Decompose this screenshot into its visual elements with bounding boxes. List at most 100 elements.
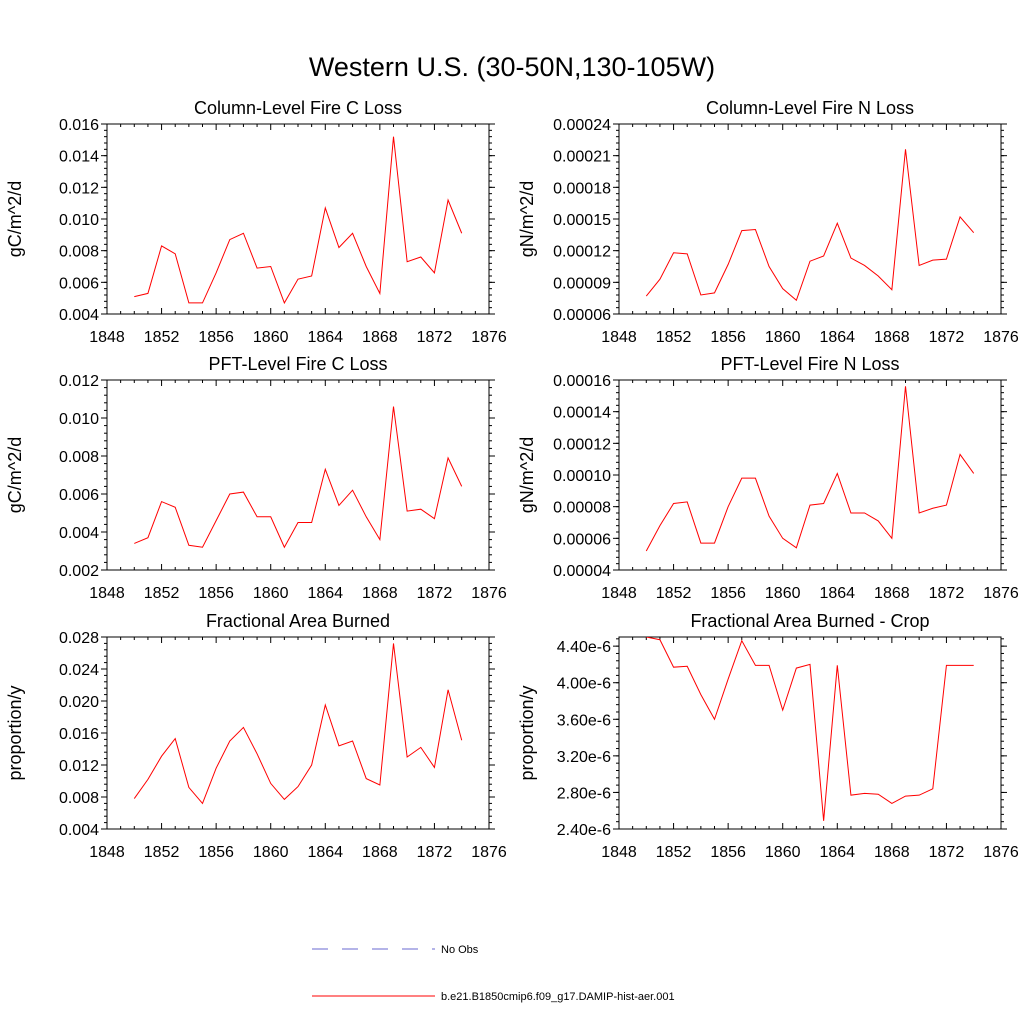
- x-tick-label: 1868: [362, 844, 398, 861]
- y-tick-label: 0.00008: [553, 500, 611, 517]
- y-tick-label: 0.00009: [553, 275, 611, 292]
- x-tick-label: 1860: [253, 844, 289, 861]
- y-tick-label: 0.006: [59, 275, 99, 292]
- y-tick-label: 0.00021: [553, 149, 611, 166]
- y-tick-label: 0.014: [59, 149, 99, 166]
- x-tick-label: 1864: [819, 585, 855, 602]
- y-axis-label: gC/m^2/d: [5, 181, 25, 257]
- y-tick-label: 2.40e-6: [557, 822, 611, 839]
- plot-frame: [106, 123, 490, 315]
- series-line: [134, 136, 463, 305]
- legend: No Obs b.e21.B1850cmip6.f09_g17.DAMIP-hi…: [312, 944, 675, 1003]
- x-tick-label: 1872: [929, 329, 965, 346]
- y-tick-label: 0.010: [59, 212, 99, 229]
- panel-title: Column-Level Fire C Loss: [194, 98, 402, 118]
- x-tick-label: 1864: [307, 329, 343, 346]
- y-axis-label: gC/m^2/d: [5, 437, 25, 513]
- panel-fractional-area-burned-crop: Fractional Area Burned - Crop 1848 1852 185…: [517, 611, 1019, 861]
- panels: Column-Level Fire C Loss 1848 1852 1856 1860…: [5, 98, 1019, 861]
- panel-fractional-area-burned: Fractional Area Burned 1848 1852 1856 1860 18…: [5, 611, 507, 861]
- x-tick-label: 1856: [710, 585, 746, 602]
- x-tick-label: 1868: [874, 585, 910, 602]
- panel-pft-level-fire-n-loss: PFT-Level Fire N Loss 1848 1852 1856 1860 186…: [517, 354, 1019, 602]
- x-tick-label: 1856: [198, 329, 234, 346]
- y-tick-label: 0.008: [59, 790, 99, 807]
- plot-frame: [106, 636, 490, 830]
- y-tick-label: 0.00004: [553, 563, 611, 580]
- legend-label-no-obs: No Obs: [441, 944, 479, 956]
- y-tick-label: 0.00006: [553, 531, 611, 548]
- plot-frame: [618, 379, 1002, 571]
- series-line: [645, 149, 975, 302]
- y-tick-label: 2.80e-6: [557, 785, 611, 802]
- x-tick-label: 1848: [89, 585, 125, 602]
- y-tick-label: 0.008: [59, 449, 99, 466]
- x-tick-label: 1868: [874, 329, 910, 346]
- x-tick-label: 1860: [253, 585, 289, 602]
- y-tick-label: 0.00012: [553, 244, 611, 261]
- y-tick-label: 3.60e-6: [557, 712, 611, 729]
- y-axis-label: proportion/y: [517, 685, 537, 780]
- y-axis-label: gN/m^2/d: [517, 181, 537, 257]
- x-tick-label: 1860: [253, 329, 289, 346]
- x-tick-label: 1864: [819, 844, 855, 861]
- legend-label-model: b.e21.B1850cmip6.f09_g17.DAMIP-hist-aer.…: [441, 991, 675, 1003]
- panel-title: Fractional Area Burned: [206, 611, 390, 631]
- x-tick-label: 1868: [362, 329, 398, 346]
- x-tick-label: 1872: [417, 844, 453, 861]
- x-tick-label: 1848: [89, 844, 125, 861]
- x-tick-label: 1864: [819, 329, 855, 346]
- x-tick-label: 1848: [601, 329, 637, 346]
- x-tick-label: 1856: [710, 329, 746, 346]
- y-tick-label: 0.00006: [553, 307, 611, 324]
- x-tick-label: 1852: [656, 329, 692, 346]
- y-tick-label: 0.020: [59, 694, 99, 711]
- x-tick-label: 1868: [362, 585, 398, 602]
- x-tick-label: 1852: [656, 844, 692, 861]
- x-tick-label: 1872: [929, 585, 965, 602]
- y-tick-label: 0.006: [59, 487, 99, 504]
- panel-title: PFT-Level Fire C Loss: [208, 354, 387, 374]
- x-tick-label: 1852: [144, 585, 180, 602]
- y-tick-label: 0.00016: [553, 373, 611, 390]
- y-tick-label: 0.016: [59, 117, 99, 134]
- x-tick-label: 1848: [601, 585, 637, 602]
- figure-title: Western U.S. (30-50N,130-105W): [309, 52, 715, 82]
- y-tick-label: 0.008: [59, 244, 99, 261]
- y-tick-label: 0.010: [59, 411, 99, 428]
- y-tick-label: 0.00024: [553, 117, 611, 134]
- y-tick-label: 0.00010: [553, 468, 611, 485]
- x-tick-label: 1872: [417, 329, 453, 346]
- x-tick-label: 1852: [144, 844, 180, 861]
- y-axis-label: gN/m^2/d: [517, 437, 537, 513]
- y-tick-label: 0.012: [59, 373, 99, 390]
- panel-title: PFT-Level Fire N Loss: [720, 354, 899, 374]
- series-line: [133, 643, 463, 805]
- x-tick-label: 1876: [471, 844, 507, 861]
- y-tick-label: 3.20e-6: [557, 749, 611, 766]
- x-tick-label: 1864: [307, 585, 343, 602]
- series-line: [134, 406, 463, 549]
- y-tick-label: 0.004: [59, 822, 99, 839]
- x-tick-label: 1860: [765, 329, 801, 346]
- series-line: [646, 637, 974, 821]
- x-tick-label: 1848: [89, 329, 125, 346]
- x-tick-label: 1876: [471, 329, 507, 346]
- y-tick-label: 0.028: [59, 630, 99, 647]
- x-tick-label: 1864: [307, 844, 343, 861]
- y-tick-label: 4.40e-6: [557, 639, 611, 656]
- x-tick-label: 1876: [983, 329, 1019, 346]
- x-tick-label: 1848: [601, 844, 637, 861]
- y-tick-label: 0.00014: [553, 405, 611, 422]
- x-tick-label: 1876: [983, 844, 1019, 861]
- y-tick-label: 0.00015: [553, 212, 611, 229]
- series-line: [645, 386, 975, 552]
- y-tick-label: 0.012: [59, 180, 99, 197]
- panel-column-level-fire-c-loss: Column-Level Fire C Loss 1848 1852 1856 1860…: [5, 98, 507, 346]
- y-tick-label: 0.024: [59, 662, 99, 679]
- x-tick-label: 1860: [765, 844, 801, 861]
- y-tick-label: 4.00e-6: [557, 676, 611, 693]
- y-tick-label: 0.012: [59, 758, 99, 775]
- x-tick-label: 1852: [144, 329, 180, 346]
